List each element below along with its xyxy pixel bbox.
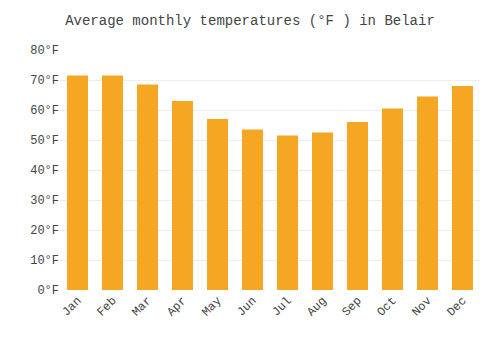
svg-text:Average monthly temperatures (: Average monthly temperatures (°F ) in Be…	[65, 13, 435, 29]
svg-text:20°F: 20°F	[30, 224, 59, 238]
svg-text:Apr: Apr	[164, 294, 189, 319]
svg-text:70°F: 70°F	[30, 74, 59, 88]
svg-text:30°F: 30°F	[30, 194, 59, 208]
svg-text:Nov: Nov	[409, 294, 434, 319]
svg-text:Jun: Jun	[234, 294, 259, 319]
svg-text:Oct: Oct	[374, 294, 399, 319]
svg-text:Jan: Jan	[59, 294, 84, 319]
svg-text:Dec: Dec	[444, 294, 469, 319]
svg-text:0°F: 0°F	[37, 284, 59, 298]
svg-text:Jul: Jul	[269, 294, 294, 319]
svg-text:50°F: 50°F	[30, 134, 59, 148]
svg-text:Mar: Mar	[129, 294, 154, 319]
svg-text:Feb: Feb	[94, 294, 119, 319]
svg-text:Sep: Sep	[339, 294, 364, 319]
svg-text:40°F: 40°F	[30, 164, 59, 178]
svg-text:80°F: 80°F	[30, 44, 59, 58]
svg-text:May: May	[199, 294, 224, 319]
svg-text:60°F: 60°F	[30, 104, 59, 118]
svg-text:10°F: 10°F	[30, 254, 59, 268]
svg-text:Aug: Aug	[304, 294, 329, 319]
